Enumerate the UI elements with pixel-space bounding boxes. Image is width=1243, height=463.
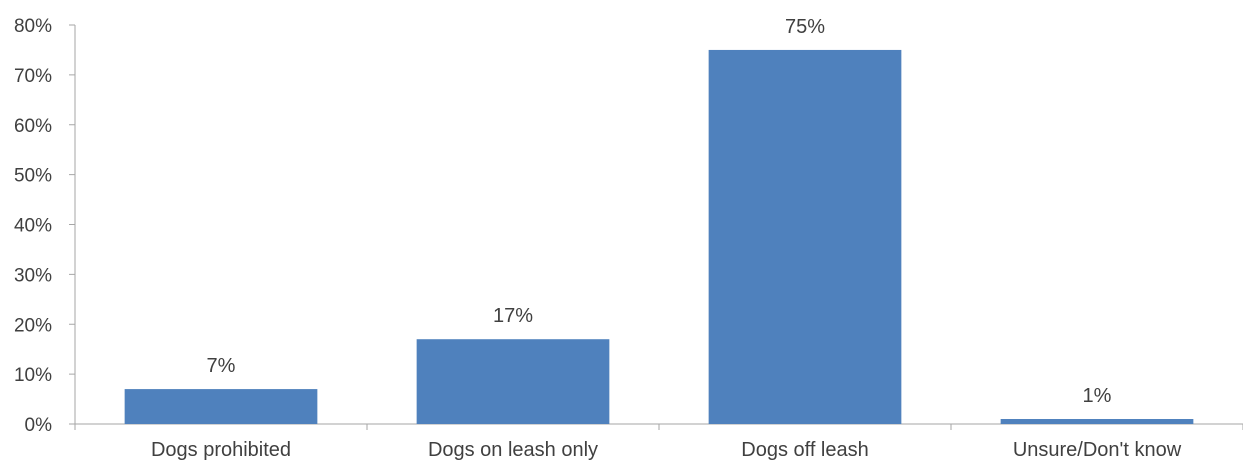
- y-tick-label: 40%: [14, 216, 52, 237]
- data-labels: 7% 17% 75% 1%: [207, 16, 1112, 407]
- data-label: 7%: [207, 355, 236, 377]
- data-label: 17%: [493, 305, 533, 327]
- y-tick-label: 60%: [14, 116, 52, 137]
- y-tick-label: 80%: [14, 16, 52, 37]
- y-tick-label: 0%: [25, 415, 53, 436]
- data-label: 1%: [1083, 385, 1112, 407]
- data-label: 75%: [785, 16, 825, 38]
- bar: [1000, 419, 1194, 424]
- bar: [708, 49, 902, 424]
- x-tick-label: Dogs off leash: [741, 439, 869, 461]
- y-tick-label: 70%: [14, 66, 52, 87]
- y-tick-label: 10%: [14, 365, 52, 386]
- bar: [416, 339, 610, 424]
- bar: [124, 389, 318, 424]
- y-axis: 0% 10% 20% 30% 40% 50% 60% 70% 80%: [14, 16, 76, 436]
- y-tick-label: 50%: [14, 166, 52, 187]
- y-tick-label: 20%: [14, 315, 52, 336]
- x-axis: Dogs prohibited Dogs on leash only Dogs of…: [74, 423, 1243, 461]
- bars: [124, 49, 1194, 424]
- y-tick-label: 30%: [14, 265, 52, 286]
- x-tick-label: Unsure/Don't know: [1013, 439, 1182, 461]
- x-tick-label: Dogs prohibited: [151, 439, 291, 461]
- x-tick-label: Dogs on leash only: [428, 439, 598, 461]
